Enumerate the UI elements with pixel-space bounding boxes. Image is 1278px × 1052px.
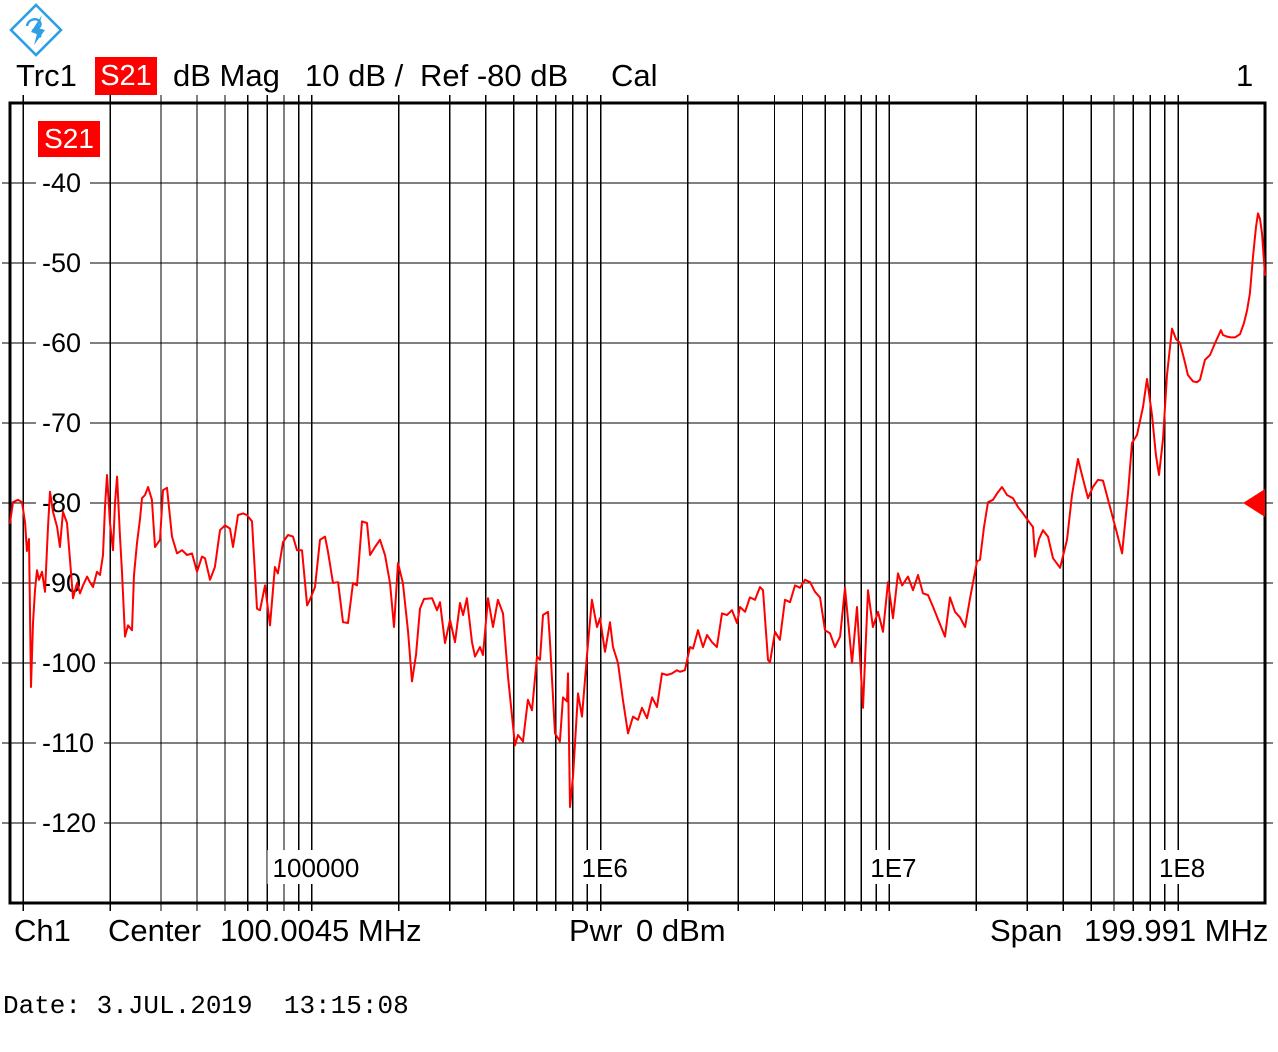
x-label-mask xyxy=(577,850,632,884)
y-label-mask xyxy=(36,406,90,440)
power-value[interactable]: 0 dBm xyxy=(636,913,726,948)
channel-label: Ch1 xyxy=(14,913,71,948)
rs-logo xyxy=(9,3,63,57)
x-label-mask xyxy=(866,850,921,884)
window-number: 1 xyxy=(1236,58,1254,93)
ref-level-label[interactable]: Ref -80 dB xyxy=(420,58,569,93)
meas-param-badge[interactable]: S21 xyxy=(95,57,157,95)
y-tick-label: -50 xyxy=(42,248,81,278)
y-label-mask xyxy=(36,246,90,280)
y-label-mask xyxy=(36,806,104,840)
y-tick-label: -40 xyxy=(42,168,81,198)
y-label-mask xyxy=(36,166,90,200)
trace-badge[interactable]: S21 xyxy=(38,121,100,157)
center-freq-label: Center xyxy=(108,913,202,948)
y-label-mask xyxy=(36,726,104,760)
x-tick-label: 1E8 xyxy=(1159,853,1205,883)
y-tick-label: -60 xyxy=(42,328,81,358)
span-value[interactable]: 199.991 MHz xyxy=(1084,913,1269,948)
trace-scale-label[interactable]: 10 dB / xyxy=(305,58,404,93)
date-stamp: Date: 3.JUL.2019 13:15:08 xyxy=(3,991,409,1021)
axis-labels: 100000 1E6 1E7 1E8-40-50-60-70-80-90-100-11… xyxy=(36,166,1209,884)
rs-logo-lightning xyxy=(31,15,45,45)
x-tick-label: 100000 xyxy=(273,853,360,883)
cal-status-label: Cal xyxy=(611,58,658,93)
x-label-mask xyxy=(1155,850,1209,884)
y-tick-label: -70 xyxy=(42,408,81,438)
power-label: Pwr xyxy=(569,913,623,948)
y-tick-label: -110 xyxy=(42,728,94,758)
trace-format-label[interactable]: dB Mag xyxy=(173,58,280,93)
x-label-mask xyxy=(267,850,365,884)
s21-trace xyxy=(9,212,1266,808)
y-tick-label: -100 xyxy=(42,648,96,678)
grid xyxy=(2,95,1273,911)
center-freq-value[interactable]: 100.0045 MHz xyxy=(220,913,422,948)
x-tick-label: 1E6 xyxy=(582,853,628,883)
span-label: Span xyxy=(990,913,1063,948)
x-tick-label: 1E7 xyxy=(870,853,916,883)
ref-level-arrow[interactable] xyxy=(1243,489,1265,517)
y-label-mask xyxy=(36,326,90,360)
y-label-mask xyxy=(36,646,104,680)
trace-name-label[interactable]: Trc1 xyxy=(16,58,77,93)
y-tick-label: -120 xyxy=(42,808,96,838)
